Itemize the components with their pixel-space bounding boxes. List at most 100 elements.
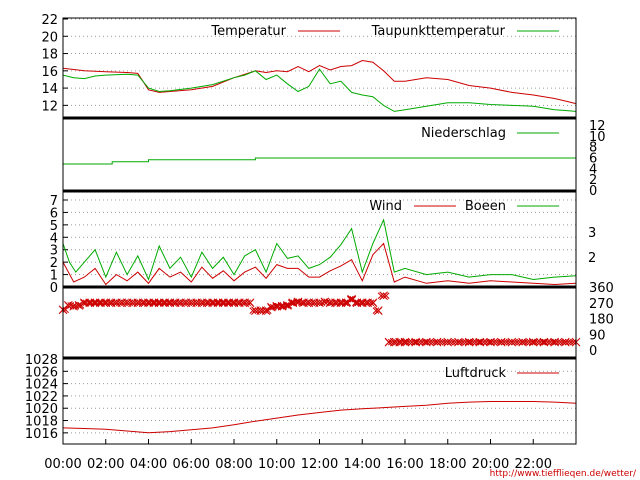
wind-direction-marker — [562, 338, 570, 346]
wind-direction-marker — [498, 338, 505, 346]
wind-direction-marker — [493, 338, 500, 346]
wind-direction-marker — [203, 299, 210, 307]
wind-direction-marker — [169, 299, 177, 307]
wind-direction-point — [288, 298, 298, 308]
xtick-label: 02:00 — [87, 457, 124, 472]
wind-direction-marker — [554, 338, 562, 346]
xtick-label: 14:00 — [344, 457, 381, 472]
wind-direction-marker — [570, 338, 577, 346]
xtick-label: 04:00 — [130, 457, 167, 472]
ytick-label: 1022 — [25, 390, 58, 405]
wind-direction-marker — [539, 338, 547, 346]
wind-direction-marker — [210, 299, 218, 307]
wind-direction-marker — [103, 299, 110, 307]
wind-direction-marker — [477, 338, 485, 346]
ytick-label: 270 — [589, 297, 614, 312]
wind-direction-marker — [503, 338, 511, 346]
wind-direction-marker — [303, 299, 311, 307]
wind-direction-marker — [95, 299, 103, 307]
series-line-luftdruck — [62, 401, 577, 434]
wind-direction-marker — [267, 303, 275, 311]
wind-direction-marker — [287, 299, 295, 307]
wind-direction-marker — [408, 338, 416, 346]
wind-direction-marker — [190, 299, 198, 307]
legend-label: Niederschlag — [421, 126, 506, 141]
ytick-label: 1026 — [25, 365, 58, 380]
footer-url: http://www.tiefflieqen.de/wetter/ — [490, 469, 637, 479]
wind-direction-marker — [387, 338, 395, 346]
wind-direction-marker — [308, 299, 316, 307]
wind-direction-marker — [459, 338, 467, 346]
ytick-label: 0 — [589, 344, 597, 359]
wind-direction-marker — [257, 307, 264, 314]
ytick-label: 12 — [589, 119, 606, 134]
wind-direction-marker — [321, 298, 328, 306]
ytick-label: 0 — [50, 281, 58, 296]
wind-direction-marker — [385, 338, 393, 346]
ytick-label: 2 — [589, 173, 597, 188]
ytick-label: 1028 — [25, 353, 58, 368]
ytick-label: 4 — [589, 162, 597, 177]
series-line-taupunkttemperatur — [62, 68, 577, 112]
wind-direction-marker — [339, 299, 346, 307]
ytick-label: 2 — [50, 256, 58, 271]
ytick-label: 1018 — [25, 415, 58, 430]
wind-direction-marker — [354, 299, 362, 307]
wind-direction-marker — [398, 338, 405, 346]
wind-direction-marker — [454, 338, 462, 346]
wind-direction-marker — [90, 299, 98, 307]
wind-direction-marker — [482, 338, 490, 346]
wind-direction-marker — [418, 338, 426, 346]
wind-direction-marker — [262, 307, 269, 314]
wind-direction-marker — [216, 299, 223, 307]
wind-direction-marker — [488, 338, 495, 346]
wind-direction-marker — [226, 299, 234, 307]
wind-direction-marker — [364, 299, 372, 307]
wind-direction-marker — [139, 299, 146, 307]
wind-direction-marker — [213, 299, 221, 307]
wind-direction-marker — [259, 307, 267, 314]
wind-direction-marker — [423, 338, 431, 346]
wind-direction-marker — [531, 338, 539, 346]
wind-direction-marker — [359, 299, 367, 307]
wind-direction-marker — [485, 338, 493, 346]
wind-direction-marker — [449, 338, 457, 346]
wind-scale-label: 2 — [588, 251, 596, 266]
wind-direction-marker — [121, 299, 128, 307]
ytick-label: 12 — [41, 99, 58, 114]
wind-direction-marker — [252, 307, 259, 314]
ytick-label: 7 — [50, 194, 58, 209]
wind-direction-marker — [98, 299, 105, 307]
ytick-label: 1016 — [25, 427, 58, 442]
wind-direction-marker — [346, 295, 354, 303]
wind-direction-marker — [277, 302, 285, 310]
legend-label: Boeen — [465, 199, 506, 214]
wind-direction-marker — [326, 299, 334, 307]
wind-direction-marker — [362, 299, 370, 307]
wind-direction-marker — [236, 299, 244, 307]
wind-direction-marker — [298, 299, 305, 307]
wind-direction-marker — [92, 299, 100, 307]
wind-direction-marker — [441, 338, 449, 346]
ytick-label: 1024 — [25, 378, 58, 393]
wind-direction-marker — [436, 338, 444, 346]
wind-direction-marker — [231, 299, 239, 307]
wind-direction-marker — [108, 299, 116, 307]
wind-direction-marker — [162, 299, 169, 307]
wind-direction-marker — [131, 299, 139, 307]
wind-direction-marker — [254, 307, 262, 314]
wind-direction-marker — [144, 299, 151, 307]
series-line-wind — [62, 242, 577, 286]
wind-direction-marker — [370, 299, 377, 307]
wind-direction-marker — [429, 338, 436, 346]
wind-scale-label: 3 — [588, 226, 596, 241]
wind-direction-marker — [62, 306, 69, 314]
wind-direction-marker — [246, 299, 254, 307]
ytick-label: 10 — [589, 130, 606, 145]
wind-direction-marker — [534, 338, 541, 346]
wind-direction-marker — [382, 292, 390, 300]
legend-label: Taupunkttemperatur — [371, 24, 506, 39]
